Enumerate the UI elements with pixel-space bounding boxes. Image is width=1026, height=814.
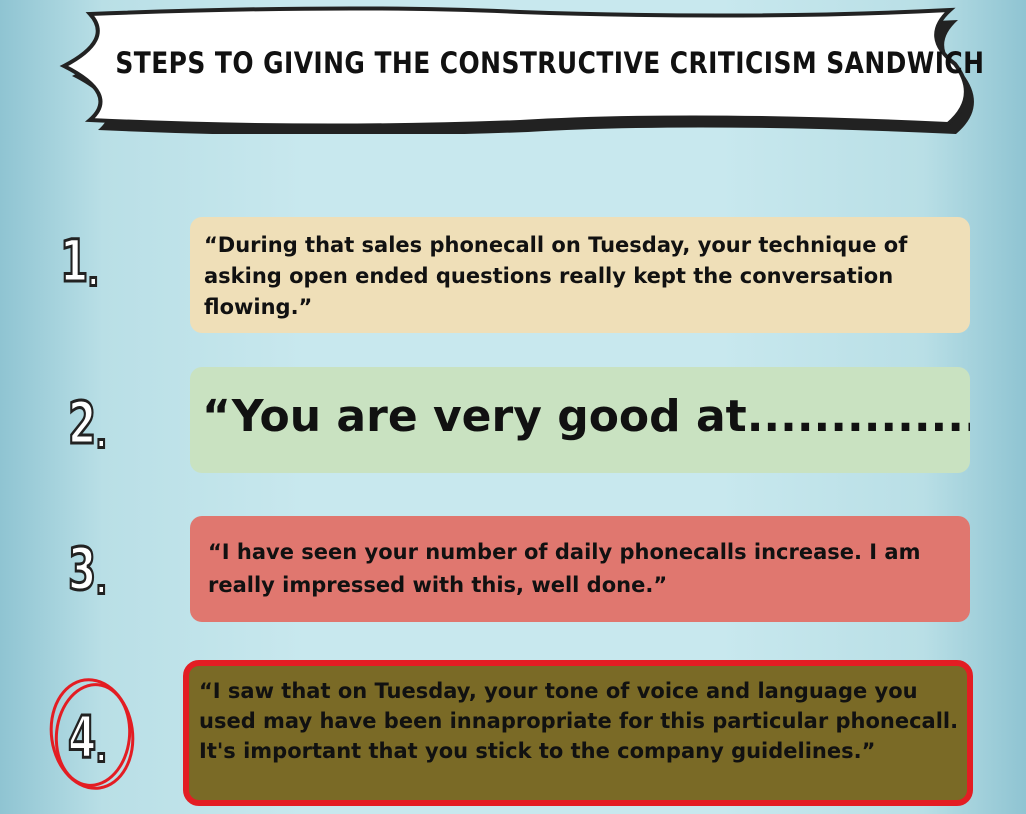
step-3-box: “I have seen your number of daily phonec… (190, 516, 970, 622)
step-3-quote: “I have seen your number of daily phonec… (208, 540, 921, 597)
step-4-quote: “I saw that on Tuesday, your tone of voi… (199, 679, 959, 763)
step-number-4-text: 4 (67, 703, 97, 771)
step-number-3-dot (97, 584, 106, 595)
step-number-2-dot (97, 438, 106, 449)
banner-shape (59, 6, 974, 134)
step-number-2-text: 2 (67, 389, 97, 457)
step-number-1-dot (89, 276, 98, 287)
step-number-3: 3 (67, 539, 106, 600)
title-banner: STEPS TO GIVING THE CONSTRUCTIVE CRITICI… (50, 6, 984, 134)
step-1-box: “During that sales phonecall on Tuesday,… (190, 217, 970, 333)
step-number-1: 1 (59, 231, 98, 292)
step-4-box: “I saw that on Tuesday, your tone of voi… (183, 660, 973, 806)
step-number-4-dot (97, 752, 106, 763)
step-2-box: “You are very good at..............” (190, 367, 970, 473)
step-number-1-text: 1 (59, 227, 89, 295)
step-number-3-text: 3 (67, 535, 97, 603)
page-title: STEPS TO GIVING THE CONSTRUCTIVE CRITICI… (115, 46, 985, 80)
step-2-quote: “You are very good at..............” (202, 391, 970, 442)
step-number-4: 4 (67, 707, 106, 768)
step-1-quote: “During that sales phonecall on Tuesday,… (204, 233, 908, 319)
step-number-2: 2 (67, 393, 106, 454)
